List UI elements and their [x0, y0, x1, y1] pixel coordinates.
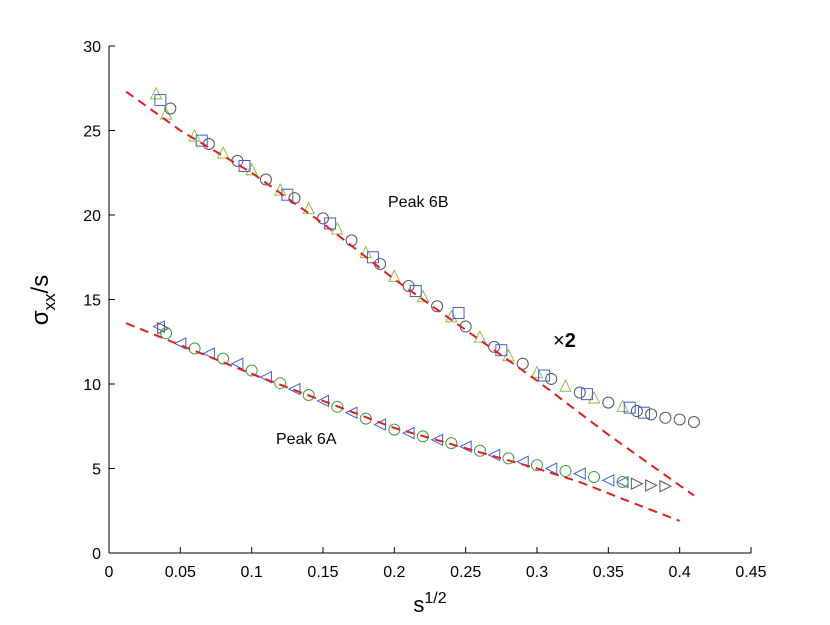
marker — [580, 388, 593, 401]
marker — [545, 372, 558, 385]
x-tick-label: 0.25 — [450, 564, 481, 581]
marker — [487, 448, 501, 462]
y-tick-label: 20 — [83, 208, 101, 225]
marker — [587, 390, 601, 404]
marker — [195, 134, 208, 147]
marker — [430, 433, 444, 447]
y-tick-label: 25 — [83, 124, 101, 141]
marker — [173, 337, 187, 350]
marker — [149, 86, 163, 100]
marker — [245, 364, 258, 377]
marker — [573, 467, 586, 480]
marker — [445, 437, 458, 450]
marker — [645, 408, 658, 421]
marker — [516, 357, 529, 370]
marker — [531, 459, 543, 472]
marker — [259, 173, 272, 186]
marker — [502, 452, 515, 465]
marker — [302, 388, 315, 401]
marker — [316, 394, 329, 408]
x-axis-label: s1/2 — [413, 590, 446, 617]
marker — [157, 321, 170, 335]
y-tick-label: 5 — [92, 462, 101, 479]
marker — [452, 307, 465, 320]
marker — [616, 476, 629, 489]
x-tick-label: 0.35 — [593, 564, 624, 581]
x-tick-label: 0.15 — [307, 564, 338, 581]
marker — [473, 444, 486, 457]
marker — [324, 217, 337, 230]
marker — [445, 309, 458, 323]
x-label-base: s — [413, 592, 424, 617]
x-tick-label: 0.45 — [735, 564, 766, 581]
marker — [160, 327, 173, 340]
fit-line — [125, 90, 695, 497]
marker — [331, 400, 344, 413]
marker — [559, 379, 572, 392]
marker — [602, 396, 615, 409]
y-axis-label: σxx/s — [27, 275, 59, 325]
annotation-factor: 2 — [565, 330, 576, 352]
y-tick-label: 0 — [92, 546, 101, 563]
marker — [673, 413, 686, 426]
x-tick-label: 0.05 — [165, 564, 196, 581]
x-tick-label: 0 — [105, 564, 114, 581]
marker — [217, 352, 230, 365]
y-tick-label: 30 — [83, 39, 101, 56]
marker — [530, 365, 544, 379]
annotation: Peak 6A — [276, 431, 337, 448]
marker — [345, 234, 358, 247]
marker — [164, 102, 177, 115]
marker — [274, 377, 287, 390]
marker — [416, 430, 429, 443]
marker — [645, 479, 658, 492]
marker — [659, 411, 672, 424]
marker — [687, 416, 700, 429]
marker — [152, 320, 165, 333]
marker — [659, 479, 673, 493]
marker — [287, 382, 301, 396]
marker — [245, 162, 258, 176]
marker — [459, 440, 472, 453]
x-tick-label: 0.4 — [669, 564, 691, 581]
marker — [216, 145, 230, 159]
marker — [588, 470, 601, 483]
marker — [623, 401, 636, 414]
marker — [344, 406, 358, 420]
marker — [473, 330, 487, 343]
y-label-sub: xx — [40, 293, 59, 311]
marker — [630, 477, 644, 491]
x-tick-label: 0.2 — [383, 564, 405, 581]
y-tick-label: 10 — [83, 377, 101, 394]
fit-line — [125, 322, 681, 522]
marker — [573, 386, 586, 399]
x-tick-label: 0.3 — [526, 564, 548, 581]
y-label-base: σ — [27, 310, 54, 325]
marker — [559, 465, 572, 478]
marker — [431, 300, 444, 313]
y-label-rest: /s — [27, 275, 54, 294]
x-label-sup: 1/2 — [424, 590, 446, 607]
marker — [638, 406, 650, 419]
y-tick-label: 15 — [83, 293, 101, 310]
marker — [302, 201, 316, 215]
marker — [154, 94, 167, 107]
marker — [230, 357, 244, 371]
marker — [544, 462, 558, 475]
x-tick-label: 0.1 — [241, 564, 263, 581]
annotation: Peak 6B — [388, 194, 448, 211]
marker — [616, 399, 629, 412]
annotation-times: × — [553, 330, 565, 352]
marker — [630, 405, 643, 418]
marker — [601, 474, 615, 487]
marker — [538, 369, 551, 382]
annotation: ×2 — [553, 330, 576, 352]
marker — [202, 347, 215, 360]
